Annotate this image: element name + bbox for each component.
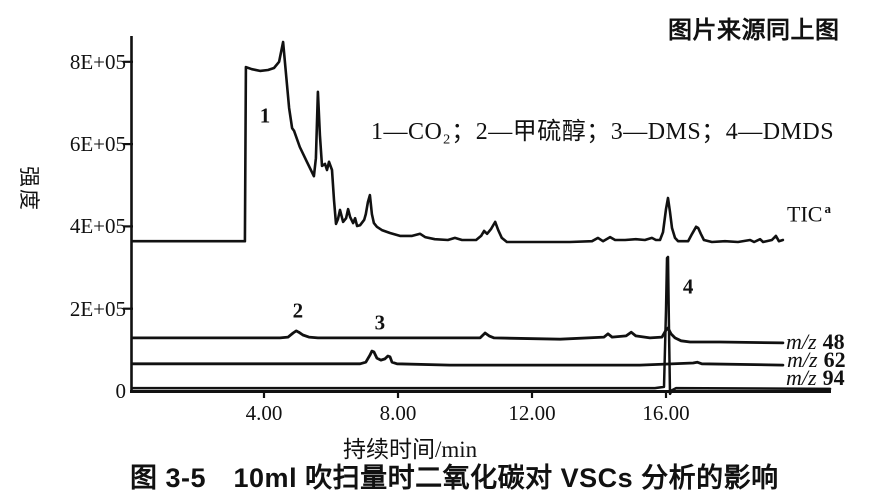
- trace-mz48: [131, 326, 785, 345]
- mz-value: 48: [822, 329, 845, 354]
- mz-prefix: m/z: [786, 329, 817, 354]
- peak-label-3: 3: [374, 310, 386, 335]
- peak-label-2: 2: [292, 298, 304, 323]
- image-source-note: 图片来源同上图: [668, 17, 840, 44]
- x-tick-label: 12.00: [508, 401, 556, 425]
- y-axis-title: 强度: [17, 166, 41, 212]
- mz-value: 62: [823, 347, 846, 372]
- trace-label-mz62: m/z 62: [787, 347, 846, 373]
- x-tick-label: 8.00: [379, 401, 417, 425]
- y-tick-label: 8E+05: [69, 49, 126, 74]
- trace-mz94: [131, 255, 832, 396]
- y-tick-label: 0: [115, 379, 127, 403]
- mz-prefix: m/z: [786, 365, 817, 390]
- trace-label-mz94: m/z 94: [786, 365, 845, 391]
- mz-value: 94: [822, 365, 845, 390]
- x-axis-title: 持续时间/min: [343, 437, 478, 462]
- trace-label-mz48: m/z 48: [786, 329, 845, 355]
- y-tick-label: 2E+05: [69, 296, 126, 321]
- y-tick-label: 4E+05: [69, 214, 126, 239]
- figure-caption: 图 3-5 10ml 吹扫量时二氧化碳对 VSCs 分析的影响: [130, 463, 779, 493]
- tic-superscript: a: [824, 201, 831, 216]
- x-tick-label: 4.00: [245, 401, 283, 425]
- trace-label-tic: TIC a: [787, 201, 831, 227]
- trace-mz62: [131, 349, 785, 367]
- peak-label-4: 4: [682, 274, 694, 299]
- y-tick-label: 6E+05: [69, 132, 126, 157]
- x-tick-label: 16.00: [642, 401, 690, 425]
- mz-prefix: m/z: [787, 347, 818, 372]
- peak-label-1: 1: [259, 103, 271, 128]
- tic-text: TIC: [787, 201, 823, 227]
- peak-legend: 1—CO₂；2—甲硫醇；3—DMS；4—DMDS: [371, 119, 835, 145]
- trace-TIC: [131, 40, 785, 244]
